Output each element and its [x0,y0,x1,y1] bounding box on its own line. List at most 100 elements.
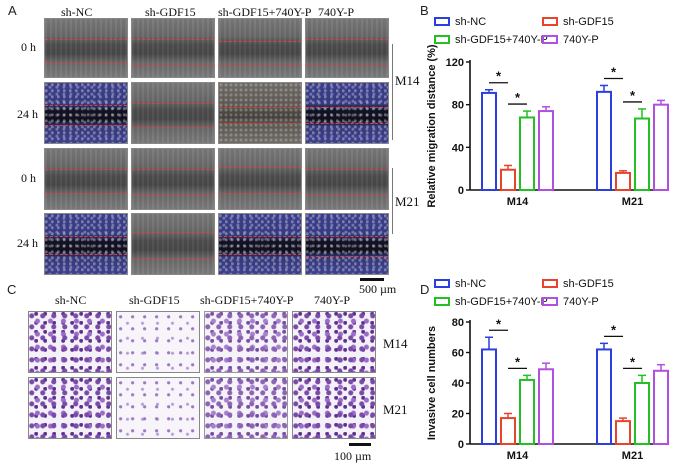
wound-image-m14-24h-740y-p [305,82,389,144]
wound-image-m21-0h-combo [218,148,302,210]
panel-a-row-m14-0h: 0 h [21,40,36,54]
panel-c-col-sh-gdf15: sh-GDF15 [129,293,180,307]
chart-b-legend-label-3: 740Y-P [563,34,599,46]
chart-b-ytick-label-3: 120 [446,57,464,69]
chart-d-legend-swatch-1 [542,279,558,288]
chart-b-legend-label-0: sh-NC [455,16,486,28]
chart-d-legend-label-2: sh-GDF15+740Y-P [455,296,548,308]
chart-b-ytick-label-2: 80 [452,100,464,112]
chart-d-bar-0-2 [519,378,535,445]
migration-chart: sh-NC sh-GDF15 sh-GDF15+740Y-P 740Y-P 0 40 80 1… [426,16,669,208]
chart-d-bar-1-0 [596,348,612,445]
chart-b-ytick-label-1: 40 [452,142,464,154]
invasion-image-m14-sh-nc [28,311,112,373]
chart-b-bar-1-1 [615,171,631,191]
chart-d-ylabel: Invasive cell numbers [426,326,438,440]
bracket-m14-a [392,44,393,140]
chart-b-legend-swatch-2 [434,35,450,44]
chart-d-sig-star-3: * [630,354,636,369]
chart-b-ylabel: Relative migration distance (%) [426,44,438,208]
chart-d-legend-label-1: sh-GDF15 [563,278,614,290]
chart-d-category-1: M21 [622,450,643,462]
chart-b-bar-0-3 [538,110,554,191]
wound-image-m21-24h-sh-nc [44,213,128,275]
chart-b-legend-swatch-1 [542,17,558,26]
wound-image-m21-24h-combo [218,213,302,275]
scale-bar-c [349,443,371,446]
panel-a-row-m14-24h: 24 h [17,107,38,121]
panel-a-col-sh-nc: sh-NC [61,5,93,19]
panel-a-group-m14: M14 [395,73,420,88]
invasion-image-m14-combo [204,311,288,373]
chart-d-bar-0-3 [538,368,554,445]
chart-b-sig-star-0: * [496,69,502,84]
wound-image-m14-24h-combo [218,82,302,144]
chart-d-ytick-label-2: 40 [452,378,464,390]
wound-image-m14-0h-740y-p [305,18,389,78]
invasion-image-m21-sh-nc [28,377,112,439]
chart-d-legend-swatch-3 [542,297,558,306]
chart-d-legend-label-0: sh-NC [455,278,486,290]
bracket-m21-a [392,168,393,234]
panel-a-col-740y-p: 740Y-P [318,5,355,19]
chart-d-bar-1-1 [615,420,631,445]
chart-b-legend-swatch-3 [542,35,558,44]
invasion-chart: sh-NC sh-GDF15 sh-GDF15+740Y-P 740Y-P 0 20 40 6… [426,278,669,462]
invasion-image-m21-740y-p [292,377,376,439]
panel-d-letter: D [420,282,430,297]
panel-a-row-m21-0h: 0 h [21,171,36,185]
chart-d-sig-star-2: * [611,322,617,337]
chart-b-bar-1-0 [596,90,612,191]
chart-d-ytick-label-3: 60 [452,348,464,360]
chart-b-legend-label-1: sh-GDF15 [563,16,614,28]
wound-image-m21-0h-740y-p [305,148,389,210]
chart-b-category-1: M21 [622,196,643,208]
panel-c-group-m21: M21 [383,402,408,417]
wound-image-m21-24h-sh-gdf15 [131,213,215,275]
panel-c-group-m14: M14 [383,336,408,351]
chart-b-bar-0-2 [519,116,535,191]
wound-image-m14-24h-sh-gdf15 [131,82,215,144]
chart-d-bar-1-2 [634,382,650,445]
chart-d-legend-swatch-0 [434,279,450,288]
chart-d-bar-1-3 [653,369,669,445]
chart-d-bar-0-0 [481,348,497,445]
chart-d-sig-star-0: * [496,316,502,331]
chart-b-sig-star-1: * [515,90,521,105]
scale-label-c: 100 µm [334,449,372,463]
chart-b-sig-star-2: * [611,64,617,79]
panel-c-col-sh-nc: sh-NC [55,293,87,307]
chart-d-bar-0-1 [500,417,516,445]
chart-b-legend-swatch-0 [434,17,450,26]
wound-image-m21-0h-sh-gdf15 [131,148,215,210]
panel-b-letter: B [420,3,429,18]
chart-b-bar-0-1 [500,168,516,192]
panel-a-col-combo: sh-GDF15+740Y-P [218,5,312,19]
chart-b-category-0: M14 [507,196,529,208]
panel-c-col-740y-p: 740Y-P [314,293,351,307]
chart-b-bar-1-3 [653,103,669,191]
invasion-image-m14-740y-p [292,311,376,373]
chart-b-ytick-label-0: 0 [458,185,464,197]
chart-b-sig-star-3: * [630,88,636,103]
panel-c-letter: C [7,282,17,297]
panel-a-row-m21-24h: 24 h [17,236,38,250]
wound-image-m14-24h-sh-nc [44,82,128,144]
chart-d-legend-swatch-2 [434,297,450,306]
chart-d-legend-label-3: 740Y-P [563,296,599,308]
wound-image-m14-0h-combo [218,18,302,78]
chart-d-ytick-label-0: 0 [458,439,464,451]
panel-c-col-combo: sh-GDF15+740Y-P [200,293,294,307]
chart-d-category-0: M14 [507,450,529,462]
chart-d-ytick-label-4: 80 [452,317,464,329]
wound-image-m21-0h-sh-nc [44,148,128,210]
panel-a-group-m21: M21 [395,194,420,209]
chart-b-bar-0-0 [481,91,497,191]
invasion-image-m21-combo [204,377,288,439]
scale-label-a: 500 µm [359,282,397,296]
scale-bar-a [360,278,384,281]
chart-b-legend-label-2: sh-GDF15+740Y-P [455,34,548,46]
chart-d-sig-star-1: * [515,354,521,369]
wound-image-m14-0h-sh-gdf15 [131,18,215,78]
invasion-image-m14-sh-gdf15 [116,311,200,373]
